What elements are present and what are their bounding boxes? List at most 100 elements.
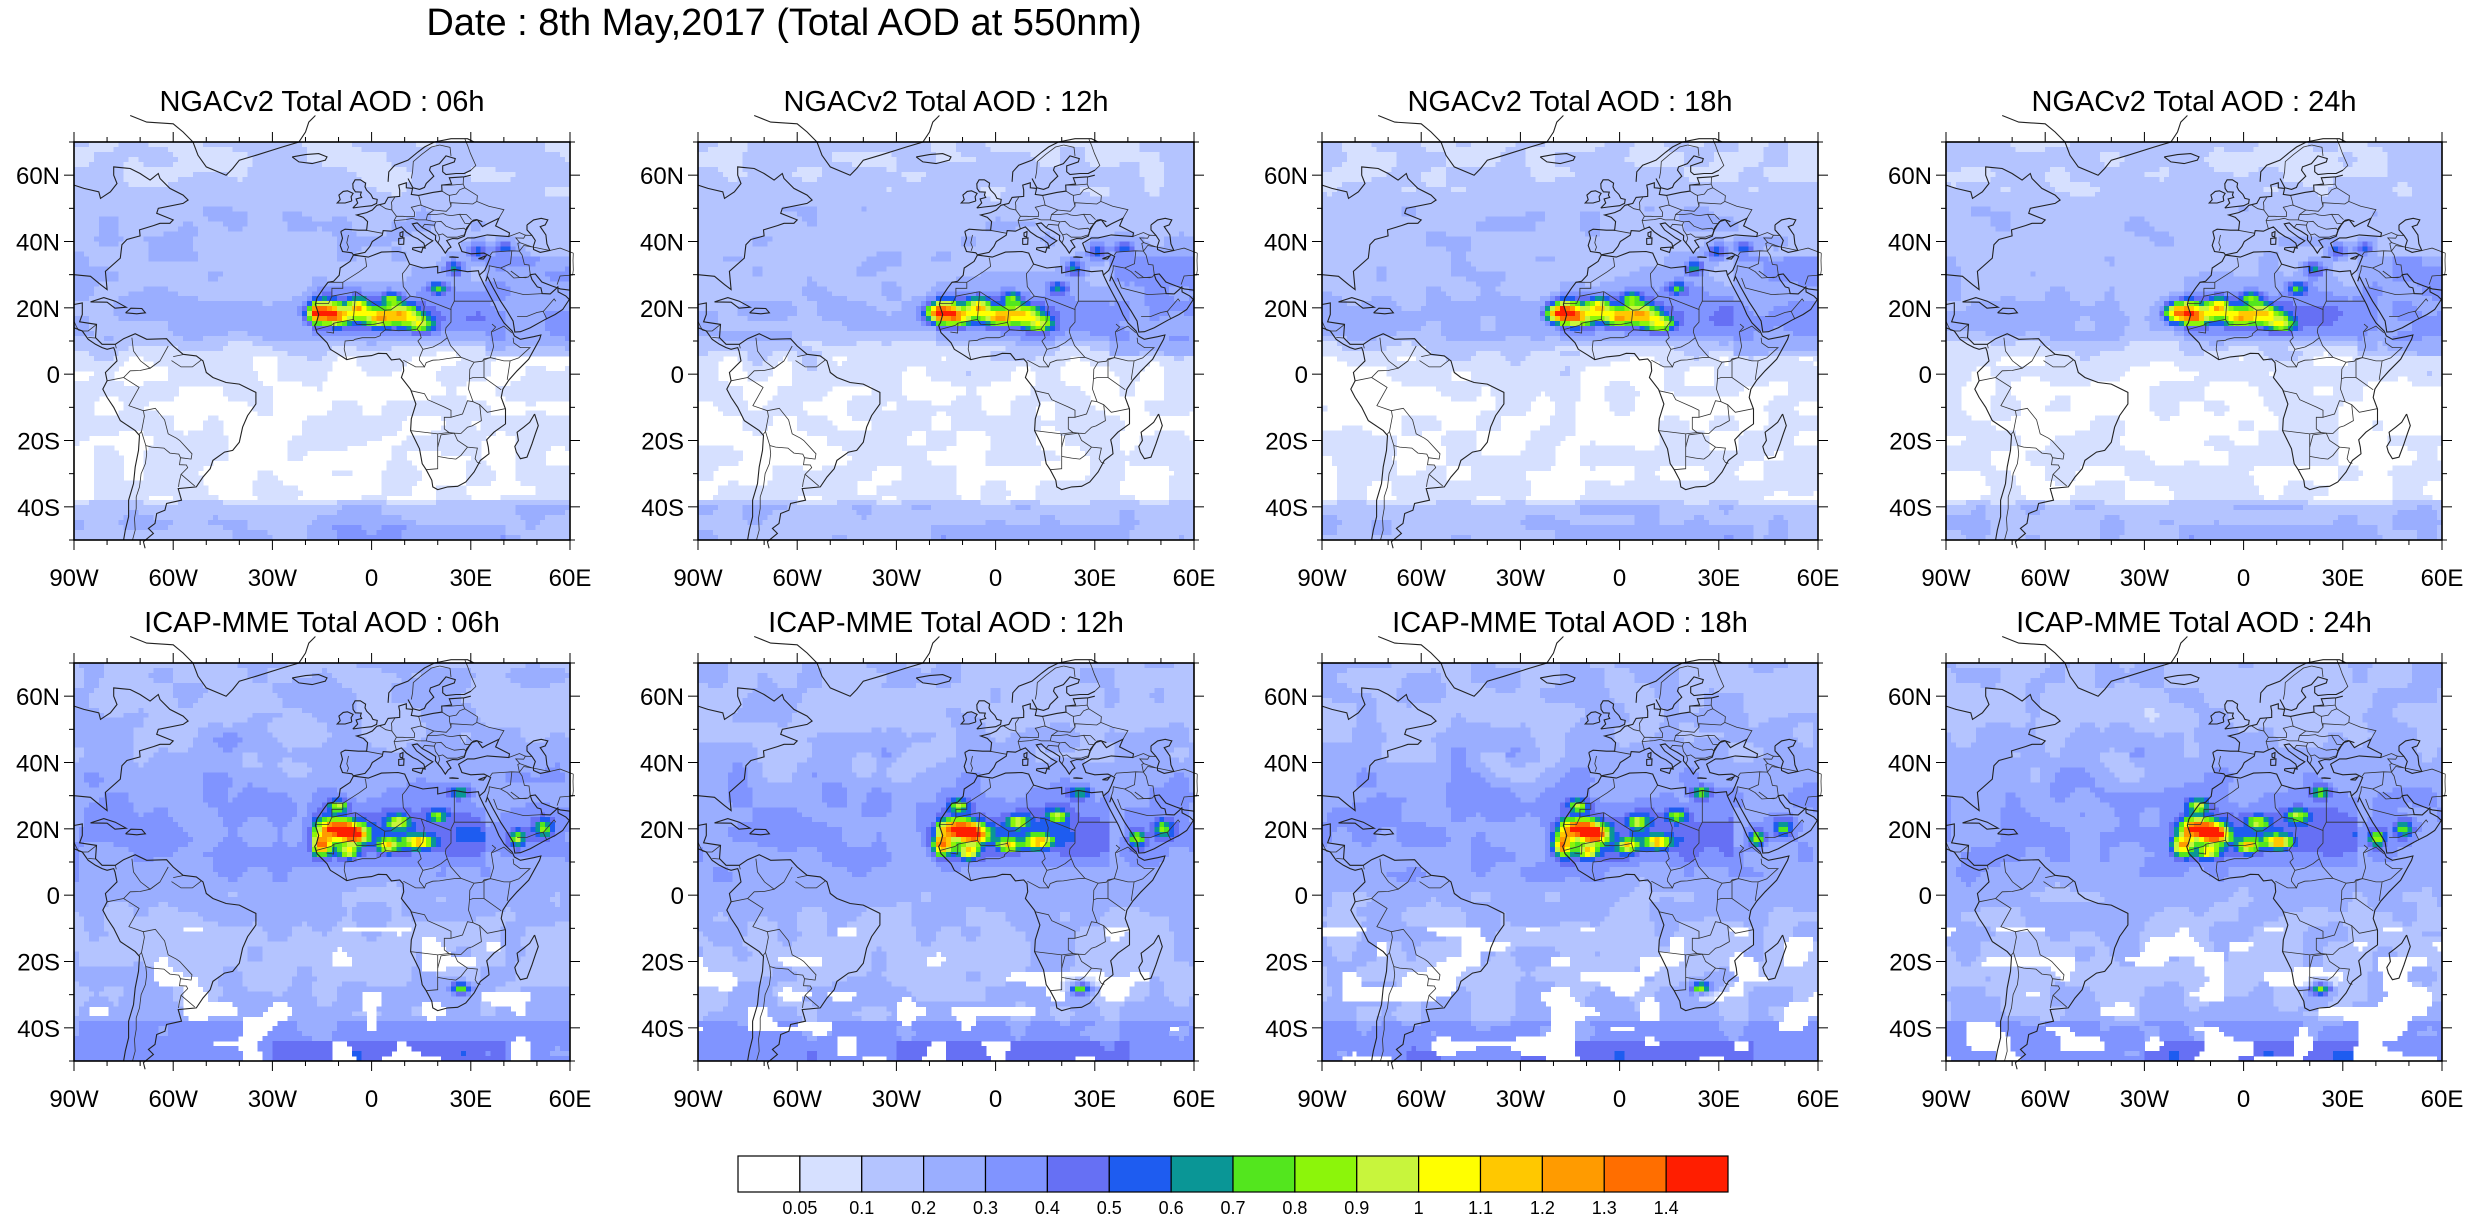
colorbar-swatch xyxy=(1046,1155,1110,1193)
lat-tick-label: 0 xyxy=(1919,362,1932,389)
country-borders xyxy=(1945,138,2446,541)
country-borders xyxy=(1321,659,1822,1062)
lat-tick-label: 20S xyxy=(641,950,684,977)
lon-tick-label: 60W xyxy=(149,565,199,592)
colorbar-label: 0.6 xyxy=(1159,1198,1184,1218)
colorbar-label: 1.3 xyxy=(1592,1198,1617,1218)
lon-tick-label: 30W xyxy=(2120,1086,2170,1113)
aod-field xyxy=(74,142,571,541)
coastlines xyxy=(73,114,571,549)
lat-tick-label: 60N xyxy=(1888,163,1932,190)
lon-tick-label: 60W xyxy=(773,565,823,592)
map-panel: 60N 40N 20N 0 20S 40S 90W 60W 30W 0 30E 60E xyxy=(16,114,591,592)
colorbar-label: 0.9 xyxy=(1344,1198,1369,1218)
lon-tick-label: 90W xyxy=(1921,565,1971,592)
lon-tick-label: 90W xyxy=(1297,565,1347,592)
lat-tick-label: 20S xyxy=(1265,950,1308,977)
lat-tick-label: 40N xyxy=(1264,751,1308,778)
country-borders xyxy=(73,138,574,541)
colorbar-swatch xyxy=(923,1155,987,1193)
lon-tick-label: 60E xyxy=(1173,1086,1216,1113)
lon-tick-label: 30W xyxy=(1496,1086,1546,1113)
lon-tick-label: 0 xyxy=(365,565,378,592)
lon-tick-label: 90W xyxy=(673,565,723,592)
lat-tick-label: 0 xyxy=(1919,883,1932,910)
country-borders xyxy=(1321,138,1822,541)
lon-tick-label: 30E xyxy=(2321,565,2364,592)
lon-tick-label: 0 xyxy=(989,565,1002,592)
coastlines xyxy=(1321,114,1819,549)
lat-tick-label: 40S xyxy=(17,495,60,522)
lon-tick-label: 30W xyxy=(2120,565,2170,592)
map-panel: 60N 40N 20N 0 20S 40S 90W 60W 30W 0 30E 60E xyxy=(1888,635,2464,1113)
lat-tick-label: 20N xyxy=(1888,817,1932,844)
lon-tick-label: 0 xyxy=(1613,565,1626,592)
axis-ticks xyxy=(1312,653,1828,1071)
colorbar-label: 1 xyxy=(1414,1198,1424,1218)
colorbar-label: 0.2 xyxy=(911,1198,936,1218)
lat-tick-label: 0 xyxy=(1295,362,1308,389)
lon-tick-label: 0 xyxy=(989,1086,1002,1113)
coastlines xyxy=(1945,635,2443,1070)
colorbar-label: 0.05 xyxy=(782,1198,817,1218)
panel-title: ICAP-MME Total AOD : 24h xyxy=(1906,607,2466,640)
lat-tick-label: 20S xyxy=(641,429,684,456)
lat-tick-label: 60N xyxy=(640,684,684,711)
colorbar-swatch xyxy=(984,1155,1048,1193)
country-borders xyxy=(73,659,574,1062)
panel-title: ICAP-MME Total AOD : 12h xyxy=(658,607,1234,640)
panel-title: NGACv2 Total AOD : 06h xyxy=(34,86,610,119)
lon-tick-label: 60E xyxy=(1797,1086,1840,1113)
country-borders xyxy=(697,659,1198,1062)
colorbar-swatch xyxy=(1603,1155,1667,1193)
aod-field xyxy=(1322,142,1819,541)
lon-tick-label: 90W xyxy=(1921,1086,1971,1113)
aod-field xyxy=(1946,663,2443,1062)
lat-tick-label: 20S xyxy=(1889,950,1932,977)
lat-tick-label: 0 xyxy=(671,883,684,910)
lat-tick-label: 60N xyxy=(1264,684,1308,711)
colorbar-label: 0.8 xyxy=(1282,1198,1307,1218)
map-panel: 60N 40N 20N 0 20S 40S 90W 60W 30W 0 30E 60E xyxy=(640,114,1215,592)
lat-tick-label: 40S xyxy=(17,1016,60,1043)
colorbar-label: 0.5 xyxy=(1097,1198,1122,1218)
lon-tick-label: 60E xyxy=(2421,1086,2464,1113)
lat-tick-label: 40N xyxy=(16,230,60,257)
colorbar-swatch xyxy=(1294,1155,1358,1193)
lat-tick-label: 40S xyxy=(1889,495,1932,522)
lon-tick-label: 60W xyxy=(1397,565,1447,592)
lon-tick-label: 30E xyxy=(1697,565,1740,592)
lon-tick-label: 60W xyxy=(2021,1086,2071,1113)
axis-ticks xyxy=(1312,132,1828,550)
lat-tick-label: 20N xyxy=(16,817,60,844)
coastlines xyxy=(1945,114,2443,549)
map-panel: 60N 40N 20N 0 20S 40S 90W 60W 30W 0 30E 60E xyxy=(1264,114,1839,592)
lon-tick-label: 90W xyxy=(673,1086,723,1113)
axis-ticks xyxy=(1936,132,2452,550)
lat-tick-label: 20N xyxy=(640,817,684,844)
lon-tick-label: 60W xyxy=(149,1086,199,1113)
panel-title: ICAP-MME Total AOD : 06h xyxy=(34,607,610,640)
lon-tick-label: 30W xyxy=(872,565,922,592)
lon-tick-label: 30E xyxy=(1073,565,1116,592)
lon-tick-label: 0 xyxy=(2237,1086,2250,1113)
lon-tick-label: 30E xyxy=(1697,1086,1740,1113)
colorbar-swatch xyxy=(861,1155,925,1193)
lon-tick-label: 0 xyxy=(365,1086,378,1113)
colorbar-label: 1.2 xyxy=(1530,1198,1555,1218)
colorbar-label: 0.4 xyxy=(1035,1198,1060,1218)
colorbar-label: 0.1 xyxy=(849,1198,874,1218)
lon-tick-label: 0 xyxy=(2237,565,2250,592)
panel-title: NGACv2 Total AOD : 12h xyxy=(658,86,1234,119)
aod-field xyxy=(1322,663,1819,1062)
axis-ticks xyxy=(64,653,580,1071)
lat-tick-label: 20S xyxy=(1265,429,1308,456)
lon-tick-label: 30E xyxy=(449,565,492,592)
colorbar-swatch xyxy=(737,1155,801,1193)
lon-tick-label: 90W xyxy=(49,1086,99,1113)
aod-field xyxy=(698,142,1195,541)
main-title: Date : 8th May,2017 (Total AOD at 550nm) xyxy=(0,2,1568,45)
map-panel: 60N 40N 20N 0 20S 40S 90W 60W 30W 0 30E 60E xyxy=(1264,635,1840,1113)
colorbar-swatch xyxy=(1170,1155,1234,1193)
map-panel: 60N 40N 20N 0 20S 40S 90W 60W 30W 0 30E 60E xyxy=(16,635,591,1113)
